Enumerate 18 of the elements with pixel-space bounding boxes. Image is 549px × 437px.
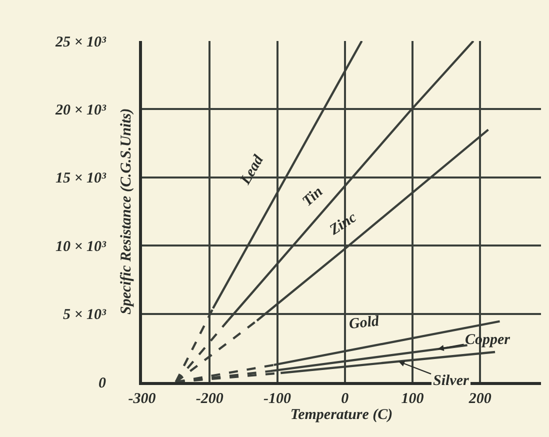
x-tick-label: -300	[128, 391, 156, 407]
y-tick-label: 0	[98, 375, 106, 392]
y-tick-label: 5 × 10³	[62, 307, 106, 324]
series-label: Silver	[433, 373, 469, 389]
y-tick-label: 25 × 10³	[54, 34, 106, 50]
x-tick-label: 200	[468, 391, 492, 407]
x-tick-label: 100	[401, 391, 424, 407]
x-tick-label: -100	[264, 391, 292, 407]
x-axis-title: Temperature (C)	[290, 407, 393, 423]
x-tick-label: -200	[196, 391, 224, 407]
text: Tin	[300, 184, 326, 210]
y-tick-label: 10 × 10³	[55, 238, 106, 255]
x-tick-label: 0	[341, 391, 350, 407]
text: Gold	[348, 313, 380, 333]
y-tick-label: 15 × 10³	[55, 170, 106, 187]
y-axis-title: Specific Resistance (C.G.S.Units)	[118, 108, 135, 315]
y-tick-label: 20 × 10³	[54, 102, 106, 118]
text: Zinc	[326, 209, 360, 240]
